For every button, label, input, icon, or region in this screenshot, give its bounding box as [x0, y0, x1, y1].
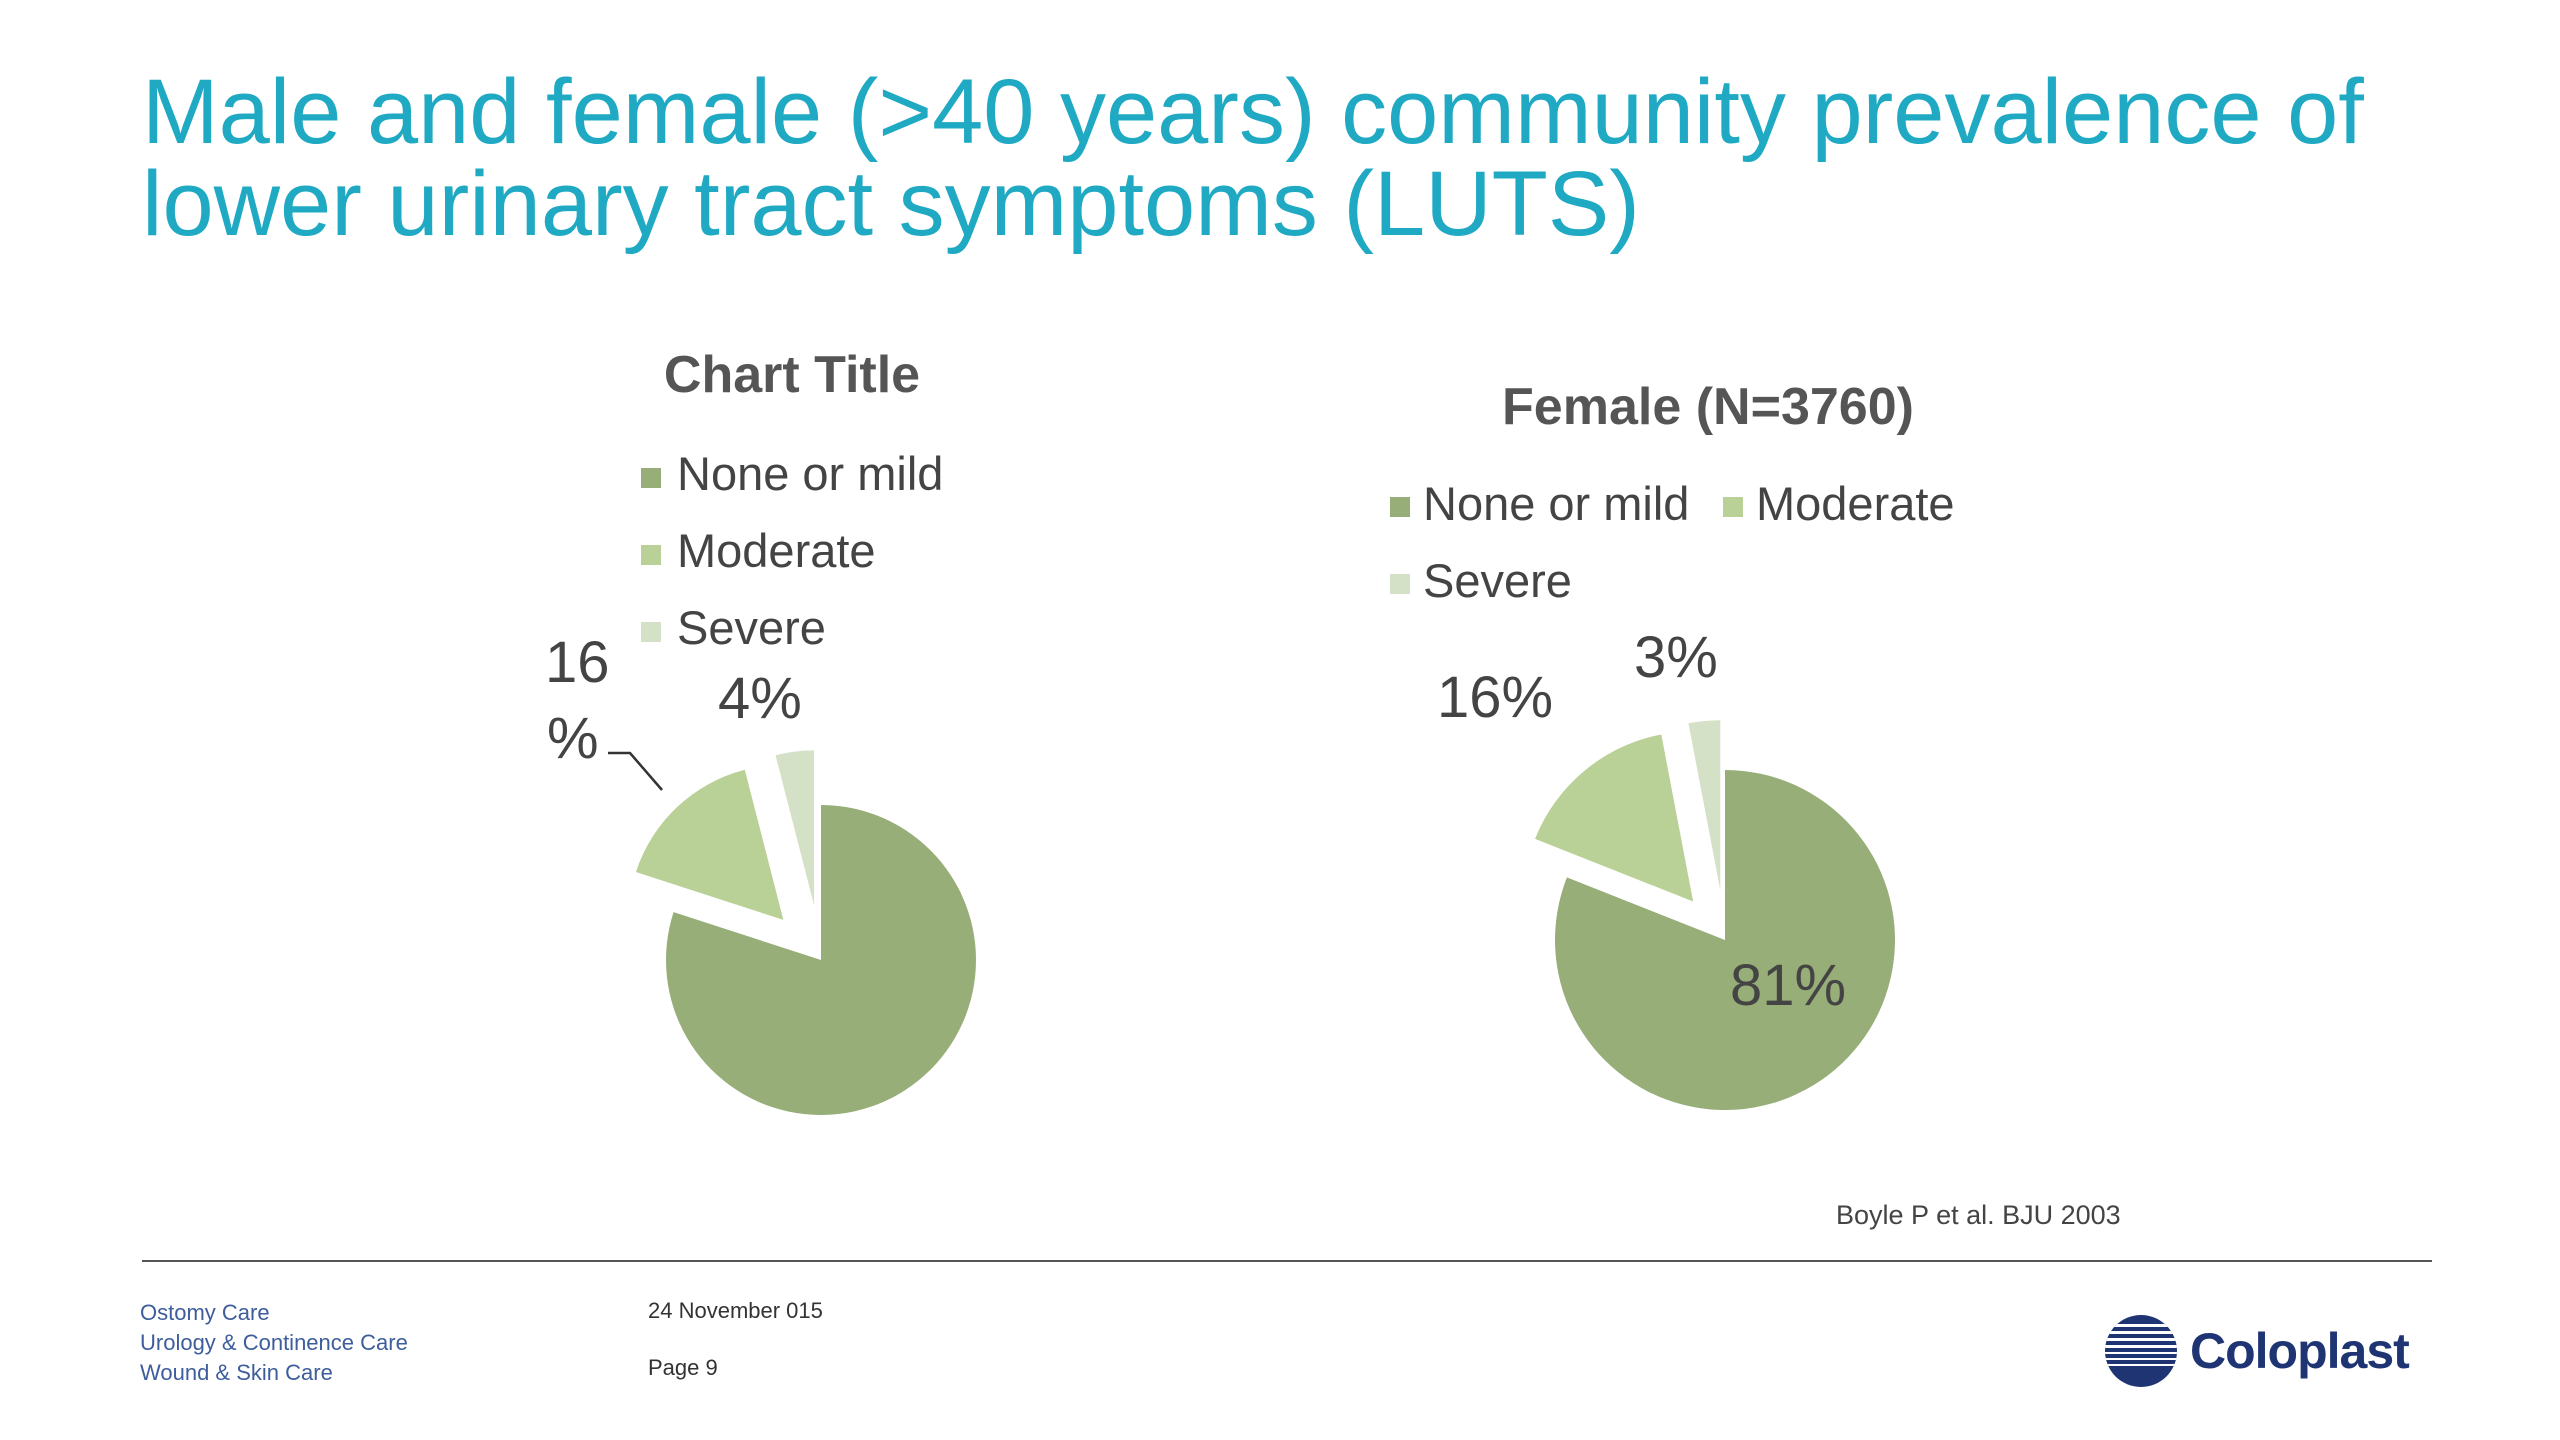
pie-slice-moderate	[635, 769, 784, 920]
chart-title-left: Chart Title	[664, 346, 920, 404]
legend-label-none-or-mild: None or mild	[1423, 477, 1689, 530]
leader-line	[608, 751, 663, 791]
logo-wordmark: Coloplast	[2190, 1323, 2410, 1379]
coloplast-globe-icon	[2105, 1315, 2177, 1387]
legend-swatch-none-or-mild	[1390, 497, 1410, 517]
legend-label-moderate: Moderate	[1756, 477, 1955, 530]
legend-item-moderate: Moderate	[1723, 477, 1955, 530]
chart-female: Female (N=3760) None or mild Moderate Se…	[1390, 378, 1955, 1110]
data-label-moderate-left: 16%	[545, 630, 663, 791]
legend-label-severe: Severe	[677, 601, 826, 654]
legend-swatch-moderate	[641, 545, 661, 565]
page-title: Male and female (>40 years) community pr…	[142, 66, 2442, 250]
pie-slice-severe	[1688, 720, 1721, 891]
data-label-16-percent: 16%	[1437, 665, 1553, 730]
legend-left: None or mild Moderate Severe	[641, 447, 943, 654]
data-label-16-percent: 16%	[545, 630, 610, 771]
data-label-3-percent: 3%	[1634, 625, 1718, 690]
chart-male: Chart Title None or mild Moderate Severe…	[545, 346, 976, 1115]
pie-slice-moderate	[1535, 734, 1694, 902]
division-wound-skin-care: Wound & Skin Care	[140, 1360, 333, 1385]
footer-divider	[142, 1260, 2432, 1262]
legend-item-severe: Severe	[1390, 554, 1572, 607]
legend-label-moderate: Moderate	[677, 524, 876, 577]
division-urology-continence-care: Urology & Continence Care	[140, 1330, 408, 1355]
legend-item-none-or-mild: None or mild	[641, 447, 943, 500]
legend-item-moderate: Moderate	[641, 524, 876, 577]
data-label-4-percent: 4%	[718, 666, 802, 731]
legend-swatch-moderate	[1723, 497, 1743, 517]
legend-swatch-severe	[1390, 574, 1410, 594]
pie-slice-severe	[775, 750, 815, 906]
legend-item-none-or-mild: None or mild	[1390, 477, 1689, 530]
footer-page-number: Page 9	[648, 1355, 718, 1380]
legend-swatch-severe	[641, 622, 661, 642]
chart-title-right: Female (N=3760)	[1502, 378, 1914, 436]
legend-right: None or mild Moderate Severe	[1390, 477, 1955, 607]
pie-female	[1535, 720, 1895, 1110]
coloplast-logo: Coloplast	[2104, 1314, 2410, 1388]
legend-label-severe: Severe	[1423, 554, 1572, 607]
pie-male	[635, 750, 976, 1115]
legend-swatch-none-or-mild	[641, 468, 661, 488]
data-label-81-percent: 81%	[1730, 953, 1846, 1018]
legend-label-none-or-mild: None or mild	[677, 447, 943, 500]
footer-date: 24 November 015	[648, 1298, 823, 1323]
pie-slice-none-or-mild	[1555, 770, 1895, 1110]
citation: Boyle P et al. BJU 2003	[1836, 1200, 2121, 1230]
page-title-line-1: Male and female (>40 years) community pr…	[142, 61, 2364, 163]
division-ostomy-care: Ostomy Care	[140, 1300, 270, 1325]
pie-slice-none-or-mild	[665, 805, 976, 1115]
footer-divisions: Ostomy Care Urology & Continence Care Wo…	[140, 1298, 408, 1388]
legend-item-severe: Severe	[641, 601, 826, 654]
page-title-line-2: lower urinary tract symptoms (LUTS)	[142, 153, 1640, 255]
